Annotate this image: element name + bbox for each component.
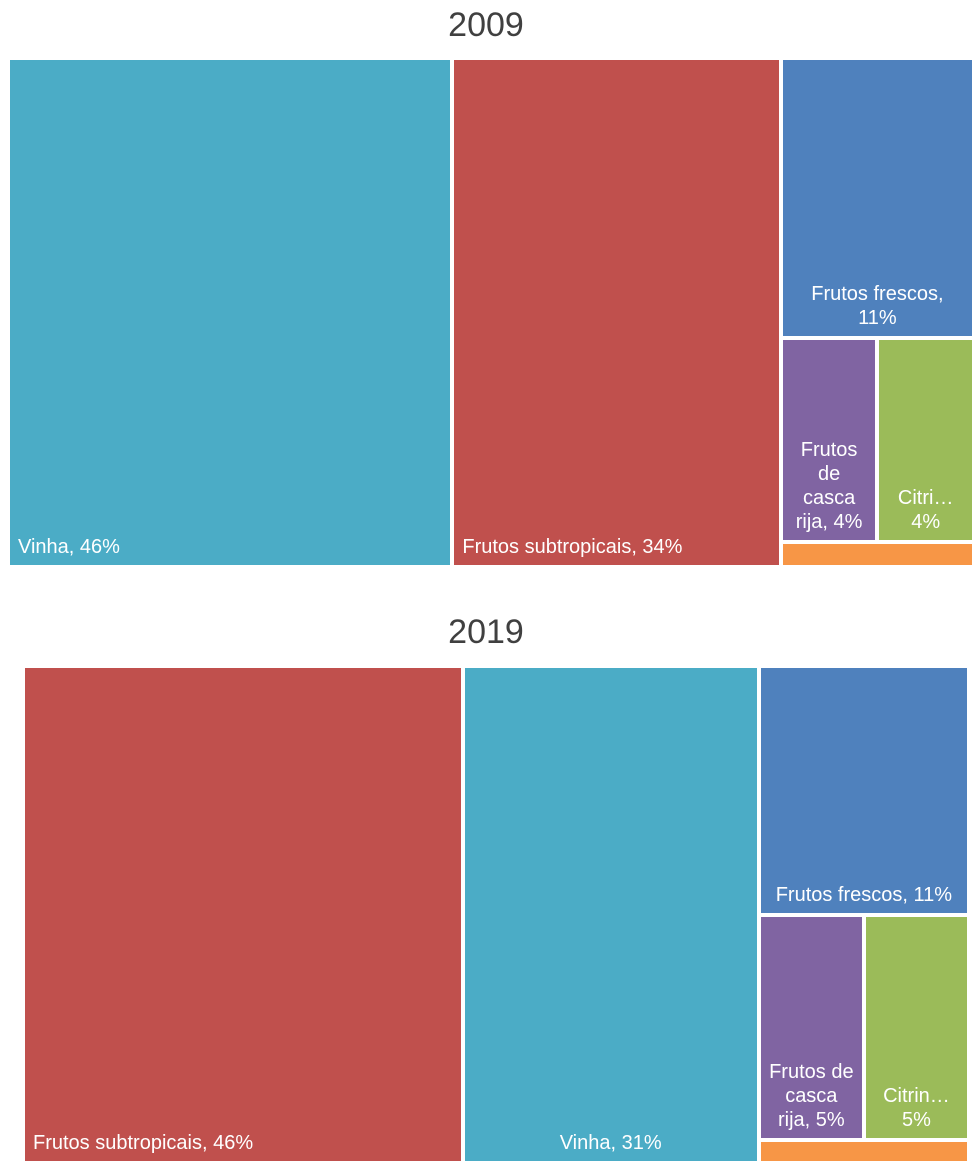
chart-title: 2019 xyxy=(448,613,524,651)
tile-label: Vinha, 31% xyxy=(559,1132,662,1154)
tile-label: Vinha, 46% xyxy=(18,536,120,558)
treemap: Vinha, 46% Frutos subtropicais, 34% Frutos… xyxy=(8,58,972,567)
tile: Vinha, 31% xyxy=(462,666,759,1163)
tile: Vinha, 46% xyxy=(8,58,453,567)
tile: Citrin… 5% xyxy=(863,914,969,1141)
tile-label: Citri… 4% xyxy=(897,486,954,533)
tile xyxy=(758,1140,969,1163)
tile: Frutos de casca rija, 4% xyxy=(780,337,878,542)
tile: Frutos de casca rija, 5% xyxy=(758,914,864,1141)
tile: Frutos frescos, 11% xyxy=(780,58,972,338)
tile: Frutos subtropicais, 34% xyxy=(452,58,781,567)
tile-label: Frutos de casca rija, 4% xyxy=(795,438,863,533)
chart-title: 2009 xyxy=(448,6,524,44)
tile: Frutos frescos, 11% xyxy=(758,666,969,915)
treemap: Frutos subtropicais, 46% Vinha, 31% Frutos… xyxy=(23,666,969,1163)
tile xyxy=(780,541,972,567)
tile-label: Frutos subtropicais, 46% xyxy=(33,1132,254,1154)
tile-label: Citrin… 5% xyxy=(883,1085,950,1132)
tile-label: Frutos de casca rija, 5% xyxy=(769,1061,854,1132)
tile: Frutos subtropicais, 46% xyxy=(23,666,463,1163)
tile: Citri… 4% xyxy=(877,337,972,542)
tile-label: Frutos frescos, 11% xyxy=(811,282,944,329)
tile-label: Frutos subtropicais, 34% xyxy=(462,536,683,558)
tile-label: Frutos frescos, 11% xyxy=(775,883,953,906)
